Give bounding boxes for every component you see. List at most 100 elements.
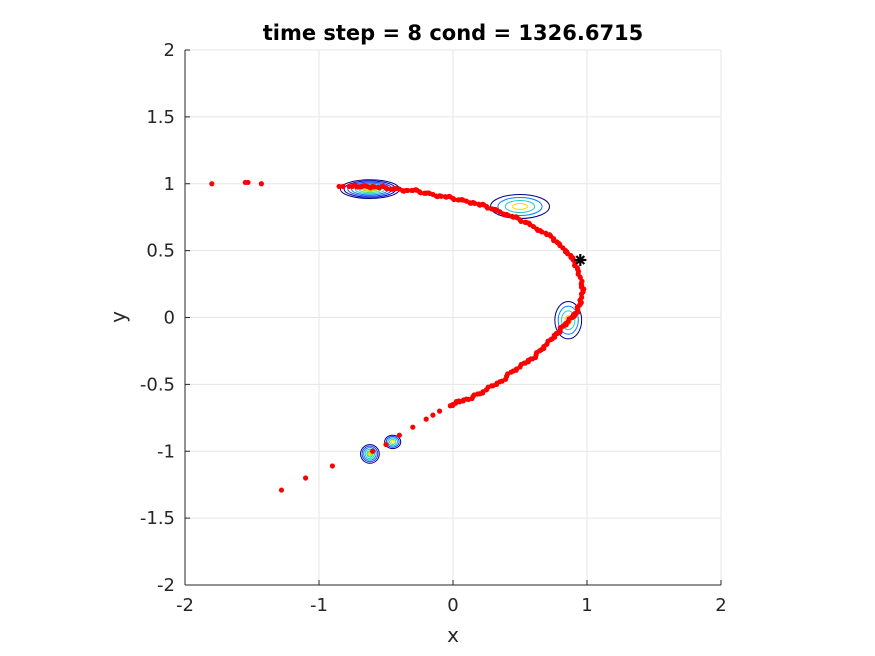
particle-point xyxy=(329,463,335,469)
particle-point xyxy=(541,345,547,352)
particle-point xyxy=(434,193,440,200)
chart-title: time step = 8 cond = 1326.6715 xyxy=(263,21,644,45)
particle-point xyxy=(393,185,399,192)
y-tick-label: 0 xyxy=(164,308,175,329)
particle-point xyxy=(513,367,519,373)
particle-point xyxy=(354,184,360,190)
particle-point xyxy=(509,213,515,219)
contour-level xyxy=(504,199,536,214)
contour-level xyxy=(363,447,377,461)
x-tick-label: -2 xyxy=(176,595,194,616)
particle-point xyxy=(245,179,251,186)
particle-point xyxy=(493,207,500,213)
x-tick-label: 0 xyxy=(447,595,458,616)
particle-points xyxy=(209,179,587,493)
particle-point xyxy=(548,233,554,239)
particle-point xyxy=(460,398,466,404)
contour-level xyxy=(554,300,583,340)
tick-labels: -2 -1 0 1 2 -2 -1.5 -1 -0.5 0 0.5 1 1.5 2 xyxy=(140,40,727,616)
y-tick-label: 0.5 xyxy=(146,241,175,262)
particle-point xyxy=(501,212,507,218)
particle-point xyxy=(346,183,352,190)
particle-point xyxy=(340,183,346,190)
contour-level xyxy=(387,437,399,447)
particle-point xyxy=(278,487,285,493)
particle-point xyxy=(388,186,394,192)
particle-point xyxy=(455,197,461,203)
particle-point xyxy=(414,187,420,193)
particle-point xyxy=(552,334,558,340)
y-tick-label: -1 xyxy=(157,441,175,462)
particle-point xyxy=(476,201,482,207)
particle-point xyxy=(466,396,472,402)
particle-point xyxy=(447,194,453,200)
particle-point xyxy=(518,361,524,368)
contour-level xyxy=(388,438,397,446)
particle-point xyxy=(361,183,367,189)
particle-point xyxy=(488,206,495,212)
particle-point xyxy=(539,229,545,235)
contour-level xyxy=(384,434,402,450)
contour-level xyxy=(360,444,380,464)
y-tick-label: -2 xyxy=(157,575,175,596)
particle-point xyxy=(423,416,429,422)
particle-point xyxy=(451,196,457,203)
y-tick-label: 1 xyxy=(164,174,175,195)
particle-point xyxy=(575,271,581,277)
particle-point xyxy=(460,197,466,203)
contour-level xyxy=(361,445,379,463)
particle-point xyxy=(529,356,536,362)
particle-point xyxy=(453,398,460,405)
particle-point xyxy=(409,187,415,194)
particle-point xyxy=(426,190,433,197)
particle-point xyxy=(437,408,443,414)
contour-level xyxy=(385,436,400,448)
particle-point xyxy=(380,183,386,190)
particle-point xyxy=(481,202,487,208)
estimate-marker xyxy=(574,253,587,266)
particle-point xyxy=(375,184,381,190)
contour-level xyxy=(390,440,395,444)
y-axis-label: y xyxy=(106,311,130,323)
particle-point xyxy=(578,291,585,297)
contour-level xyxy=(512,202,528,210)
particle-point xyxy=(405,187,411,194)
particle-point xyxy=(370,448,376,454)
particle-point xyxy=(468,200,474,206)
particle-point xyxy=(505,212,511,219)
contour-level xyxy=(557,305,579,335)
particle-point xyxy=(480,390,486,396)
particle-point xyxy=(410,424,416,430)
x-axis-label: x xyxy=(447,623,459,647)
particle-point xyxy=(557,325,563,331)
particle-point xyxy=(566,316,572,322)
x-tick-label: -1 xyxy=(310,595,328,616)
particle-point xyxy=(574,304,580,310)
contour-level xyxy=(561,310,576,331)
particle-point xyxy=(430,412,436,418)
particle-point xyxy=(417,190,424,196)
contour-level xyxy=(497,196,543,217)
contour-level xyxy=(367,451,372,456)
particle-point xyxy=(525,359,531,365)
particle-point xyxy=(258,181,264,187)
particle-point xyxy=(534,349,540,356)
particle-point xyxy=(209,181,215,187)
particle-point xyxy=(442,194,448,200)
y-tick-label: 2 xyxy=(164,40,175,61)
estimate-marker-stroke xyxy=(575,255,586,265)
particle-point xyxy=(527,222,533,228)
particle-point xyxy=(421,190,428,196)
particle-point xyxy=(384,186,390,192)
particle-point xyxy=(383,441,389,448)
particle-point xyxy=(438,193,444,199)
particle-point xyxy=(371,184,377,190)
particle-point xyxy=(505,371,511,377)
particle-point xyxy=(450,402,456,409)
particle-point xyxy=(494,381,500,387)
x-tick-label: 2 xyxy=(715,595,726,616)
estimate-markers xyxy=(574,253,587,266)
y-tick-label: 1.5 xyxy=(146,107,175,128)
particle-point xyxy=(514,215,520,221)
